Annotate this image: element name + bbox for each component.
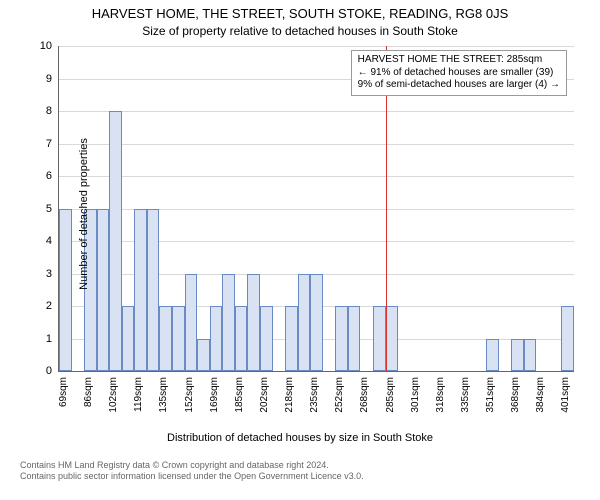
y-tick-label: 3 [32,268,52,280]
footer-text: Contains HM Land Registry data © Crown c… [20,460,364,483]
histogram-bar [285,306,298,371]
histogram-bar [260,306,273,371]
histogram-bar [159,306,172,371]
histogram-bar [373,306,386,371]
x-axis-label: Distribution of detached houses by size … [0,432,600,444]
y-axis-label: Number of detached properties [78,138,90,290]
histogram-bar [310,274,323,372]
y-tick-label: 5 [32,203,52,215]
y-tick-label: 2 [32,300,52,312]
histogram-bar [172,306,185,371]
y-tick-label: 7 [32,138,52,150]
gridline-h [59,46,574,47]
histogram-bar [185,274,198,372]
histogram-bar [109,111,122,371]
chart-subtitle: Size of property relative to detached ho… [0,24,600,38]
histogram-bar [147,209,160,372]
annotation-box: HARVEST HOME THE STREET: 285sqm← 91% of … [351,50,567,96]
histogram-bar [59,209,72,372]
histogram-bar [247,274,260,372]
footer-line: Contains public sector information licen… [20,471,364,482]
histogram-bar [298,274,311,372]
y-tick-label: 1 [32,333,52,345]
histogram-bar [134,209,147,372]
histogram-bar [486,339,499,372]
histogram-bar [197,339,210,372]
y-tick-label: 8 [32,105,52,117]
footer-line: Contains HM Land Registry data © Crown c… [20,460,364,471]
histogram-bar [386,306,399,371]
chart-title: HARVEST HOME, THE STREET, SOUTH STOKE, R… [0,6,600,21]
y-tick-label: 0 [32,365,52,377]
chart-container: { "title": "HARVEST HOME, THE STREET, SO… [0,0,600,500]
y-tick-label: 4 [32,235,52,247]
histogram-bar [210,306,223,371]
histogram-bar [222,274,235,372]
gridline-h [59,144,574,145]
histogram-bar [348,306,361,371]
histogram-bar [97,209,110,372]
annotation-line: 9% of semi-detached houses are larger (4… [358,79,560,92]
gridline-h [59,176,574,177]
histogram-bar [524,339,537,372]
histogram-bar [335,306,348,371]
y-tick-label: 10 [32,40,52,52]
y-tick-label: 6 [32,170,52,182]
histogram-bar [511,339,524,372]
annotation-line: ← 91% of detached houses are smaller (39… [358,67,560,80]
y-tick-label: 9 [32,73,52,85]
histogram-bar [561,306,574,371]
histogram-bar [122,306,135,371]
histogram-bar [235,306,248,371]
gridline-h [59,111,574,112]
annotation-line: HARVEST HOME THE STREET: 285sqm [358,54,560,67]
